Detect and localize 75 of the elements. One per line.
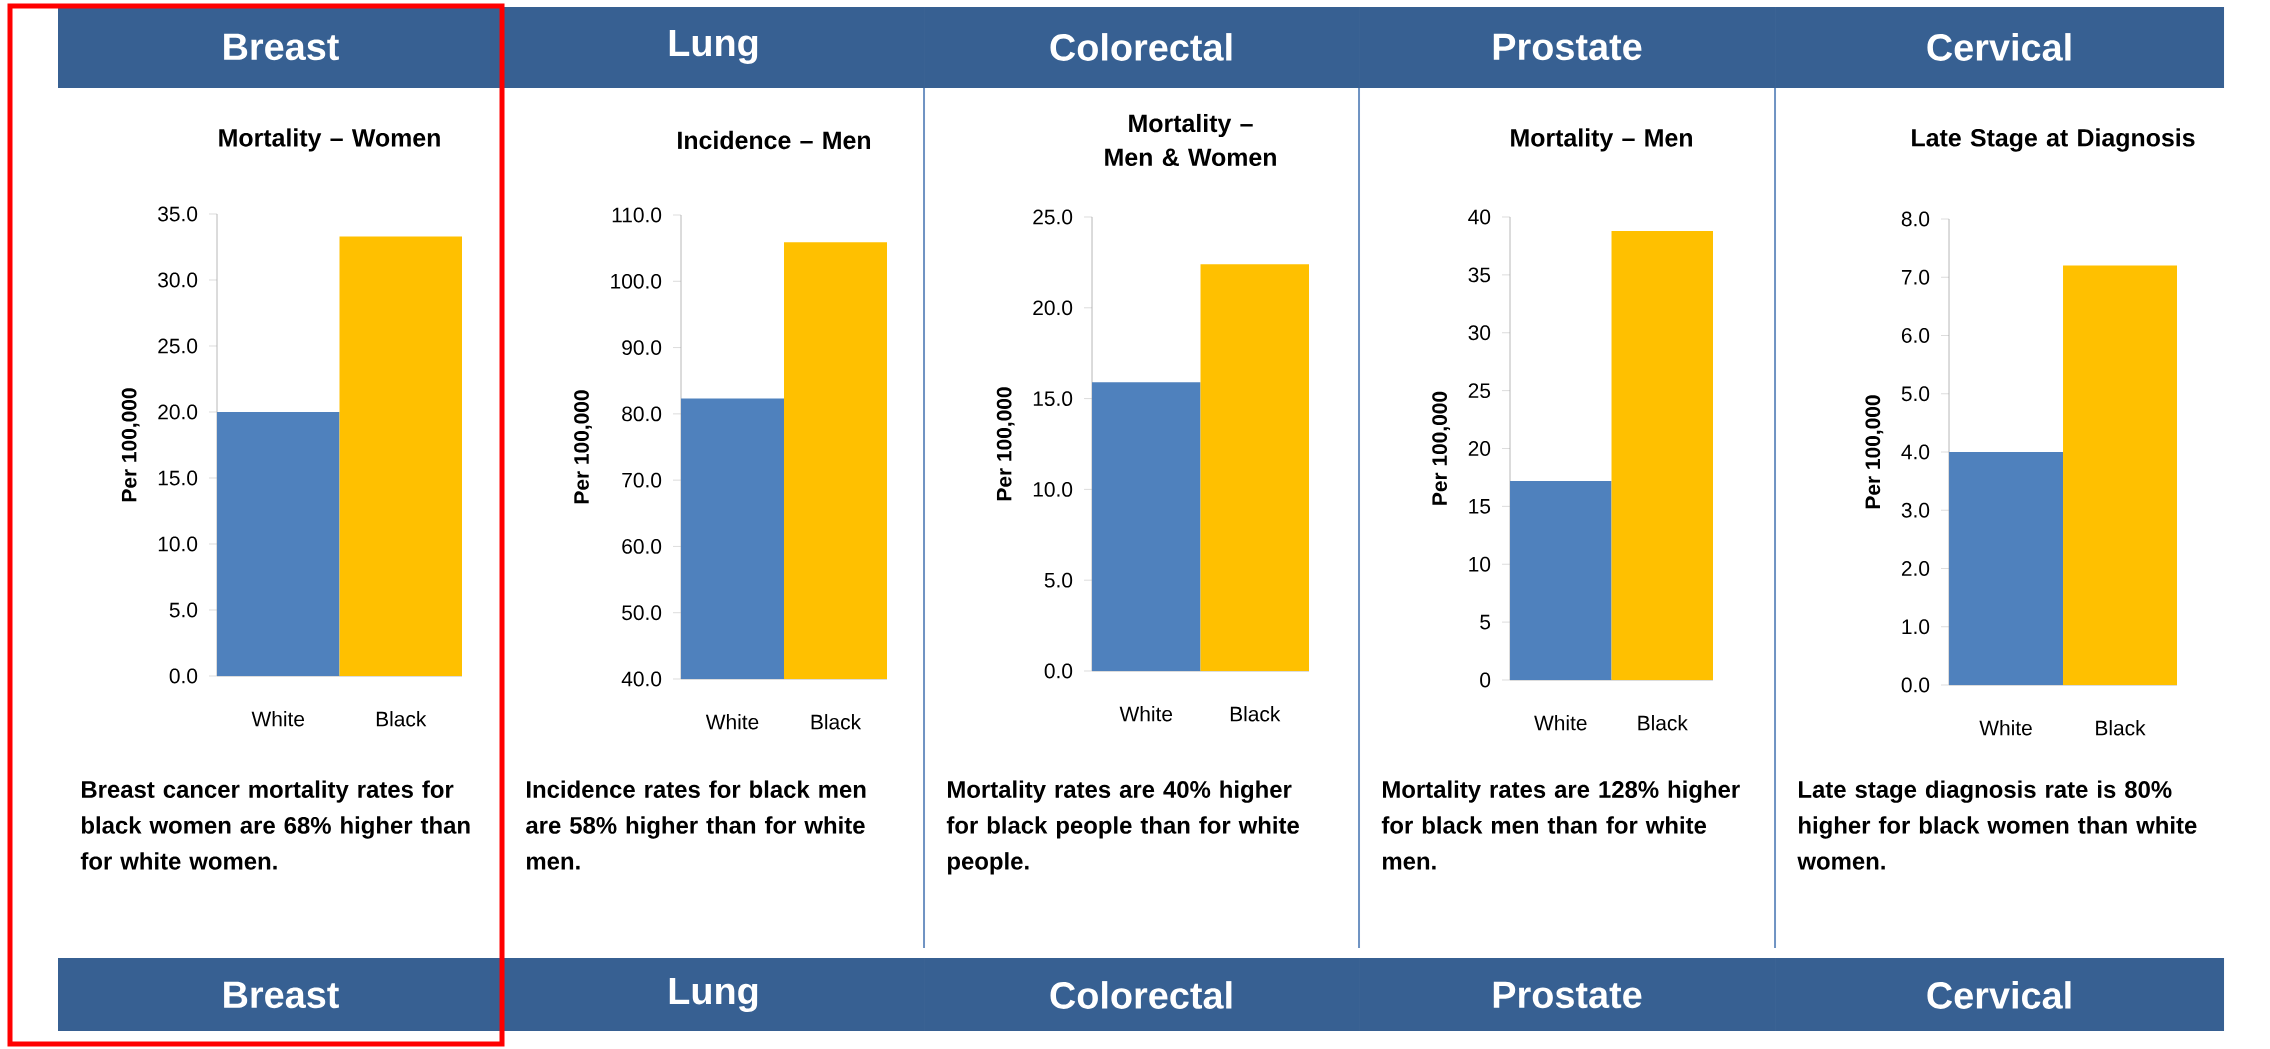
text: Mortality rates are 128% higher for black men than for white men. (1381, 780, 1740, 870)
y-tick-label: 60.0 (622, 539, 662, 554)
text: Colorectal (1050, 981, 1232, 1009)
text: Mortality rates are 40% higher for black people than for white people. (946, 780, 1299, 875)
y-tick-label: 8.0 (1901, 211, 1930, 227)
y-tick-label: 10.0 (158, 536, 198, 552)
y-tick-label: 30.0 (158, 272, 198, 288)
y-tick-label: 1.0 (1902, 619, 1930, 635)
y-tick-label: 5.0 (1044, 572, 1073, 588)
x-tick-label: Black (376, 711, 427, 727)
y-tick-label: 7.0 (1901, 269, 1930, 285)
y-axis-title: Per 100,000 (121, 388, 140, 502)
y-tick-label: 10.0 (1033, 482, 1073, 497)
y-tick-label: 2.0 (1901, 561, 1930, 576)
y-tick-label: 110.0 (612, 207, 662, 223)
chart-subtitle: Incidence – Men (678, 130, 871, 150)
chart-subtitle: Late Stage at Diagnosis (1912, 128, 2195, 152)
y-tick-label: 90.0 (622, 340, 662, 355)
chart-subtitle: Mortality – Men & Women (1105, 113, 1276, 167)
x-tick-label: White (1534, 715, 1587, 731)
chart-title: Breast (224, 33, 339, 61)
y-tick-label: 10 (1469, 556, 1491, 572)
chart-subtitle: Mortality – Women (219, 128, 440, 152)
x-tick-label: White (705, 714, 759, 730)
y-tick-label: 0.0 (1044, 663, 1073, 679)
y-tick-label: 20.0 (1033, 300, 1073, 316)
y-tick-label: 4.0 (1901, 444, 1930, 460)
text: Cervical (1927, 981, 2071, 1009)
y-tick-label: 15.0 (1033, 391, 1073, 407)
y-tick-label: 6.0 (1901, 328, 1930, 343)
y-tick-label: 5 (1480, 614, 1491, 630)
y-tick-label: 0 (1480, 672, 1491, 688)
y-tick-label: 35.0 (158, 206, 198, 222)
text: Breast cancer mortality rates for black women are 68% higher than for white women. (80, 780, 470, 870)
x-tick-label: Black (1230, 706, 1281, 722)
y-tick-label: 0.0 (169, 668, 198, 684)
x-tick-label: Black (1638, 715, 1688, 731)
y-tick-label: 35 (1468, 267, 1491, 283)
y-tick-label: 5.0 (1901, 386, 1930, 402)
x-tick-label: White (1119, 706, 1173, 722)
y-axis-title: Per 100,000 (1432, 391, 1451, 505)
x-tick-label: Black (2096, 720, 2146, 736)
y-axis-title: Per 100,000 (996, 387, 1015, 501)
y-tick-label: 0.0 (1901, 677, 1930, 693)
chart-subtitle: Mortality – Men (1511, 128, 1692, 152)
text: Late stage diagnosis rate is 80% higher for black women than white women. (1797, 780, 2197, 870)
y-tick-label: 25.0 (1033, 209, 1073, 225)
y-tick-label: 15.0 (158, 470, 198, 486)
chart-title: Lung (669, 29, 758, 65)
y-tick-label: 50.0 (622, 605, 662, 621)
text: Incidence rates for black men are 58% higher than for white men. (526, 780, 866, 870)
y-tick-label: 3.0 (1901, 502, 1930, 518)
y-tick-label: 5.0 (169, 602, 198, 618)
text: Prostate (1493, 981, 1642, 1009)
y-axis-title: Per 100,000 (574, 390, 592, 504)
y-tick-label: 100.0 (611, 273, 662, 289)
text: Lung (669, 977, 758, 1013)
text: Breast (224, 981, 339, 1009)
y-tick-label: 25.0 (158, 338, 198, 354)
x-tick-label: Black (811, 714, 862, 730)
y-tick-label: 20 (1468, 441, 1491, 456)
chart-title: Prostate (1493, 33, 1642, 61)
y-tick-label: 70.0 (622, 472, 662, 488)
y-tick-label: 20.0 (158, 404, 198, 420)
x-tick-label: White (251, 711, 305, 727)
chart-title: Colorectal (1050, 33, 1232, 61)
y-tick-label: 40 (1468, 209, 1491, 225)
y-tick-label: 80.0 (622, 406, 662, 422)
y-tick-label: 30 (1468, 325, 1491, 341)
y-tick-label: 15 (1469, 499, 1491, 514)
x-tick-label: White (1979, 720, 2032, 736)
y-tick-label: 40.0 (621, 671, 662, 687)
y-tick-label: 25 (1468, 383, 1491, 399)
y-axis-title: Per 100,000 (1865, 395, 1884, 509)
chart-title: Cervical (1927, 33, 2071, 61)
